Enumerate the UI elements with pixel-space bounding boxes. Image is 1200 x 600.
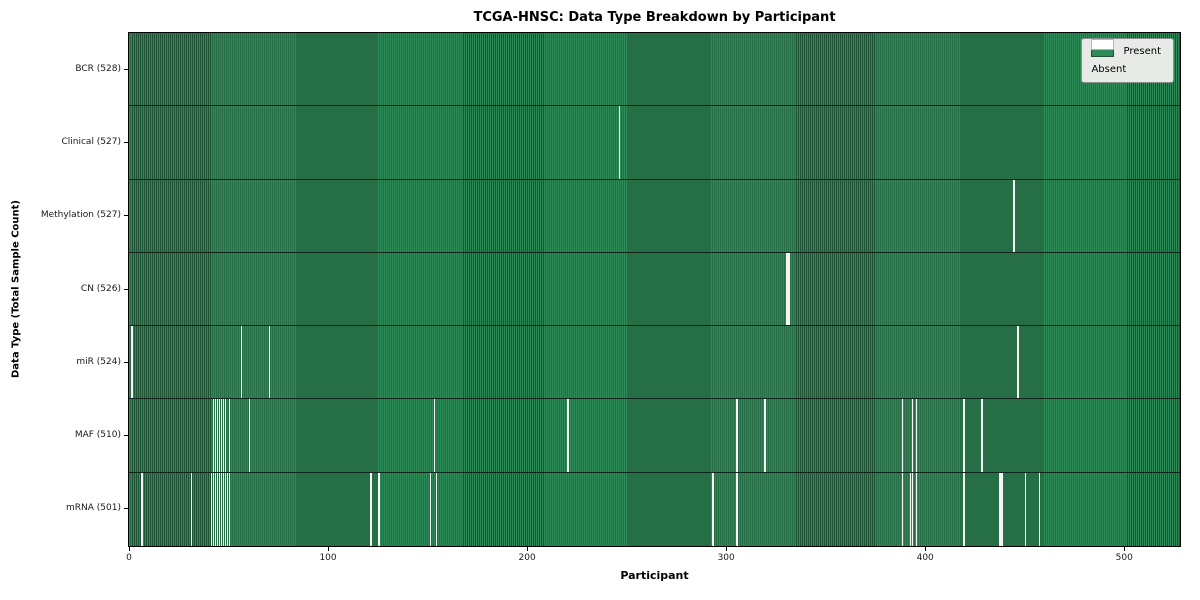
absent-stripe [141,472,143,546]
y-tick-mark [124,508,128,510]
legend: Present Absent [1081,38,1174,83]
absent-stripe [190,472,193,546]
absent-stripe [911,399,913,472]
x-tick-mark [129,547,130,551]
absent-stripe [248,399,251,472]
chart-title: TCGA-HNSC: Data Type Breakdown by Partic… [473,10,836,25]
absent-stripe [268,326,271,399]
legend-present-label: Present [1123,46,1161,57]
row-maf [129,399,1180,473]
x-axis-label: Participant [620,569,689,582]
absent-stripe [224,472,227,546]
absent-stripe [210,472,213,546]
absent-stripe [222,472,225,546]
absent-stripe [212,399,215,472]
rows-container [129,33,1180,546]
absent-stripe [220,399,223,472]
x-tick-mark [527,547,529,551]
absent-stripe [901,472,904,546]
row-mrna [129,472,1180,546]
absent-stripe [212,472,215,546]
absent-stripe [222,399,225,472]
absent-stripe [911,472,913,546]
x-tick-mark [726,547,728,551]
absent-stripe [214,399,217,472]
x-tick-label: 300 [717,553,735,563]
absent-stripe [435,472,438,546]
y-tick-label: BCR (528) [75,63,121,74]
absent-stripe [218,399,221,472]
absent-stripe [378,472,380,546]
absent-stripe [788,252,790,326]
row-mir [129,326,1180,400]
y-tick-mark [124,215,128,217]
x-tick-mark [328,547,330,551]
absent-stripe [131,326,133,399]
y-tick-mark [124,435,128,437]
y-tick-label: CN (526) [80,283,121,294]
y-tick-label: miR (524) [76,356,121,367]
row-bcr [129,33,1180,107]
absent-stripe [216,399,219,472]
absent-stripe [429,472,432,546]
absent-stripe [786,252,788,326]
absent-stripe [1001,472,1003,546]
row-cn [129,252,1180,327]
x-tick-label: 200 [518,553,536,563]
legend-absent-label: Absent [1091,64,1127,75]
absent-stripe [764,399,766,472]
absent-stripe [240,326,243,399]
absent-stripe [216,472,219,546]
y-tick-mark [124,361,128,363]
absent-stripe [901,399,904,472]
absent-stripe [370,472,372,546]
x-tick-mark [925,547,927,551]
absent-stripe [228,399,231,472]
legend-item-absent: Absent [1091,39,1161,75]
y-tick-label: mRNA (501) [66,503,121,514]
absent-stripe [963,399,965,472]
plot-area: Present Absent [128,32,1181,547]
absent-stripe [220,472,223,546]
absent-stripe [915,399,917,472]
absent-stripe [712,472,714,546]
y-tick-label: MAF (510) [74,430,121,441]
absent-stripe [909,472,912,546]
absent-stripe [915,472,917,546]
absent-stripe [1024,472,1027,546]
x-tick-label: 100 [319,553,337,563]
absent-swatch-icon [1091,39,1115,50]
row-clinical [129,106,1180,180]
absent-stripe [981,399,983,472]
absent-stripe [228,472,231,546]
y-tick-label: Methylation (527) [40,210,121,221]
absent-stripe [433,399,436,472]
absent-stripe [567,399,569,472]
y-tick-mark [124,288,128,290]
absent-stripe [1017,326,1019,399]
x-tick-label: 400 [916,553,934,563]
absent-stripe [214,472,217,546]
absent-stripe [736,472,738,546]
absent-stripe [999,472,1001,546]
absent-stripe [736,399,738,472]
y-tick-mark [124,141,128,143]
x-tick-label: 0 [126,553,132,563]
absent-stripe [224,399,227,472]
absent-stripe [963,472,965,546]
y-tick-mark [124,68,128,70]
y-tick-label: Clinical (527) [61,136,121,147]
absent-stripe [226,472,229,546]
absent-stripe [1013,179,1015,252]
row-methylation [129,179,1180,253]
x-tick-label: 500 [1115,553,1133,563]
absent-stripe [218,472,221,546]
x-tick-mark [1124,547,1126,551]
absent-stripe [618,106,621,179]
absent-stripe [1038,472,1041,546]
